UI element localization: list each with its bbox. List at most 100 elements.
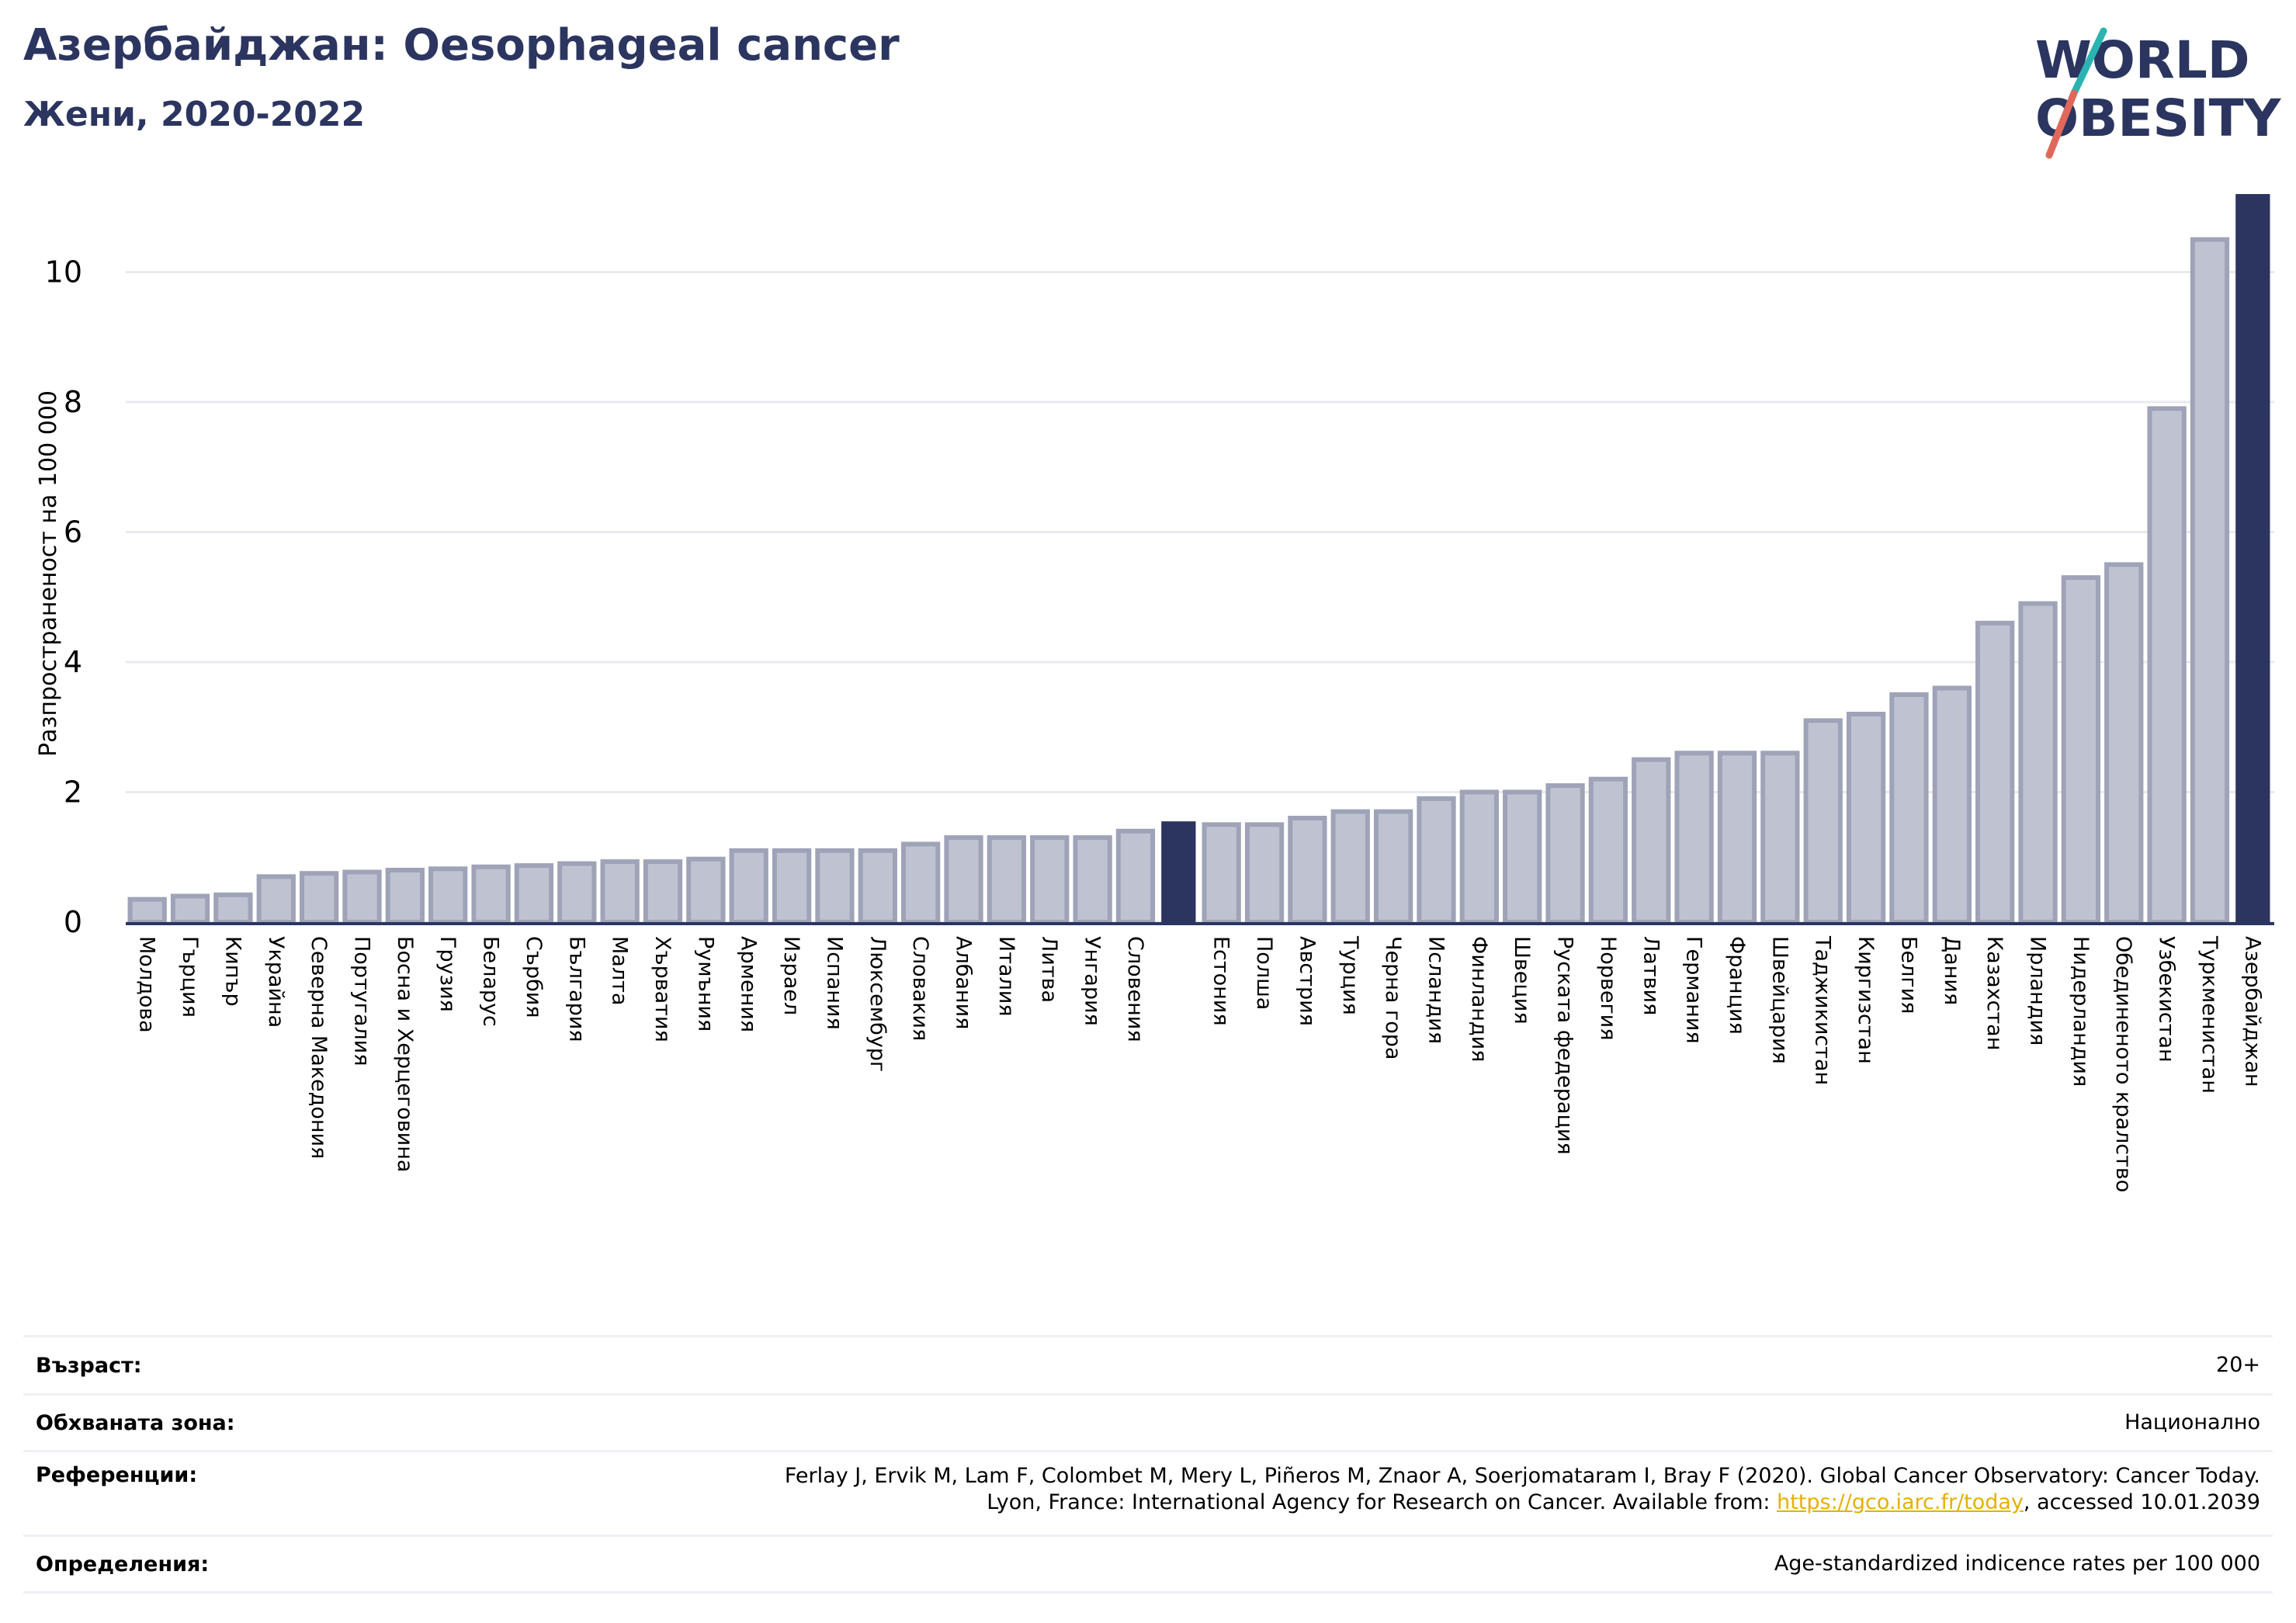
x-tick-label: Исландия — [1424, 936, 1448, 1044]
definitions-value: Age-standardized indicence rates per 100… — [1774, 1552, 2260, 1576]
references-line-2-end: , accessed 10.01.2039 — [2023, 1490, 2260, 1514]
y-tick-label: 2 — [64, 775, 82, 810]
info-table: Възраст: 20+ Обхваната зона: Национално … — [23, 1335, 2273, 1594]
x-tick-label: Кипър — [220, 936, 245, 1007]
bar — [1588, 776, 1628, 924]
x-tick-label: Турция — [1338, 935, 1362, 1015]
bar — [1244, 822, 1285, 924]
page-title: Азербайджан: Oesophageal cancer — [23, 20, 900, 71]
bar — [858, 848, 897, 924]
y-tick-label: 0 — [64, 905, 82, 939]
references-label: Референции: — [36, 1463, 198, 1487]
references-line-1: Ferlay J, Ervik M, Lam F, Colombet M, Me… — [784, 1464, 2260, 1488]
bar — [1030, 835, 1070, 924]
y-tick-label: 6 — [64, 515, 82, 550]
bar — [1846, 712, 1886, 924]
bar — [772, 848, 812, 924]
x-tick-label: Естония — [1209, 936, 1233, 1026]
bar — [1503, 789, 1542, 924]
references-link[interactable]: https://gco.iarc.fr/today — [1777, 1490, 2024, 1514]
bar — [213, 892, 253, 924]
bar — [170, 893, 210, 924]
x-tick-label: Сърбия — [522, 936, 546, 1018]
bar — [2235, 194, 2270, 922]
svg-text:WORLD: WORLD — [2035, 30, 2250, 90]
x-tick-label: Швеция — [1510, 936, 1534, 1025]
x-tick-label: Киргизстан — [1854, 936, 1878, 1064]
bar — [686, 856, 726, 924]
x-tick-label: Грузия — [435, 936, 460, 1012]
references-line-2-start: Lyon, France: International Agency for R… — [987, 1490, 1777, 1514]
x-tick-label: Норвегия — [1596, 936, 1620, 1040]
page-subtitle: Жени, 2020-2022 — [23, 95, 366, 134]
x-tick-label: Армения — [737, 936, 761, 1032]
x-tick-label: Туркменистан — [2197, 935, 2221, 1094]
bar — [1889, 692, 1929, 924]
bar — [428, 866, 468, 924]
bar — [2147, 406, 2187, 924]
x-tick-label: Люксембург — [865, 936, 890, 1072]
age-label: Възраст: — [36, 1353, 142, 1378]
zone-label: Обхваната зона: — [36, 1410, 235, 1435]
x-tick-label: Франция — [1725, 936, 1749, 1035]
references-value: Ferlay J, Ervik M, Lam F, Colombet M, Me… — [785, 1463, 2260, 1516]
x-tick-label: Черна гора — [1381, 936, 1405, 1059]
bar — [1161, 821, 1196, 922]
bar — [1545, 783, 1585, 924]
x-tick-label: Унгария — [1080, 936, 1105, 1026]
bar — [944, 835, 983, 924]
info-row-age: Възраст: 20+ — [23, 1335, 2273, 1393]
x-tick-label: Казахстан — [1982, 936, 2006, 1050]
zone-value: Национално — [2124, 1410, 2260, 1434]
bar — [1717, 751, 1757, 924]
bar — [815, 848, 855, 924]
bar — [1202, 822, 1241, 924]
age-value: 20+ — [2216, 1353, 2260, 1377]
x-tick-label: Финландия — [1467, 936, 1491, 1062]
x-tick-label: Ирландия — [2026, 936, 2050, 1046]
x-tick-label: Босна и Херцеговина — [393, 936, 417, 1172]
bar — [1288, 816, 1327, 924]
bar — [1975, 620, 2015, 924]
y-tick-label: 4 — [64, 645, 82, 679]
bar — [987, 835, 1027, 924]
x-tick-label: Швейцария — [1767, 936, 1791, 1064]
info-row-definitions: Определения: Age-standardized indicence … — [23, 1535, 2273, 1594]
x-tick-label: Словакия — [908, 936, 932, 1041]
bar — [299, 871, 339, 924]
x-tick-label: Дания — [1940, 936, 1964, 1005]
x-tick-label: Италия — [994, 936, 1018, 1017]
bar — [2104, 562, 2144, 924]
x-tick-label: Северна Македония — [307, 936, 331, 1159]
bar — [1417, 796, 1456, 924]
bar — [1632, 757, 1671, 924]
x-tick-label: Азербайджан — [2240, 936, 2264, 1087]
bar — [1459, 789, 1499, 924]
x-tick-label: Малта — [608, 936, 632, 1005]
x-tick-label: Латвия — [1639, 936, 1663, 1015]
bar — [1803, 718, 1843, 924]
x-tick-label: България — [564, 936, 588, 1042]
x-tick-label: Узбекистан — [2155, 936, 2179, 1063]
definitions-label: Определения: — [36, 1552, 210, 1576]
bar — [1330, 809, 1370, 924]
bar — [600, 859, 640, 925]
x-tick-label: Молдова — [135, 936, 159, 1033]
x-tick-label: Украйна — [264, 936, 288, 1028]
info-row-zone: Обхваната зона: Национално — [23, 1393, 2273, 1450]
bar — [1073, 835, 1112, 924]
x-tick-label: Руската федерация — [1553, 936, 1577, 1155]
bar — [1115, 828, 1156, 924]
x-tick-label: Хърватия — [650, 936, 675, 1042]
bar — [643, 859, 683, 925]
x-tick-label: Нидерландия — [2069, 936, 2093, 1087]
bar — [256, 874, 296, 924]
x-tick-label: Израел — [779, 936, 803, 1015]
bar — [471, 864, 511, 924]
x-tick-label: Австрия — [1295, 936, 1319, 1026]
y-axis-label: Разпространеност на 100 000 — [35, 390, 62, 757]
x-tick-label: Обединеното кралство — [2111, 936, 2135, 1192]
info-row-references: Референции: Ferlay J, Ervik M, Lam F, Co… — [23, 1450, 2273, 1535]
bar — [342, 869, 382, 924]
y-tick-label: 10 — [45, 255, 82, 290]
